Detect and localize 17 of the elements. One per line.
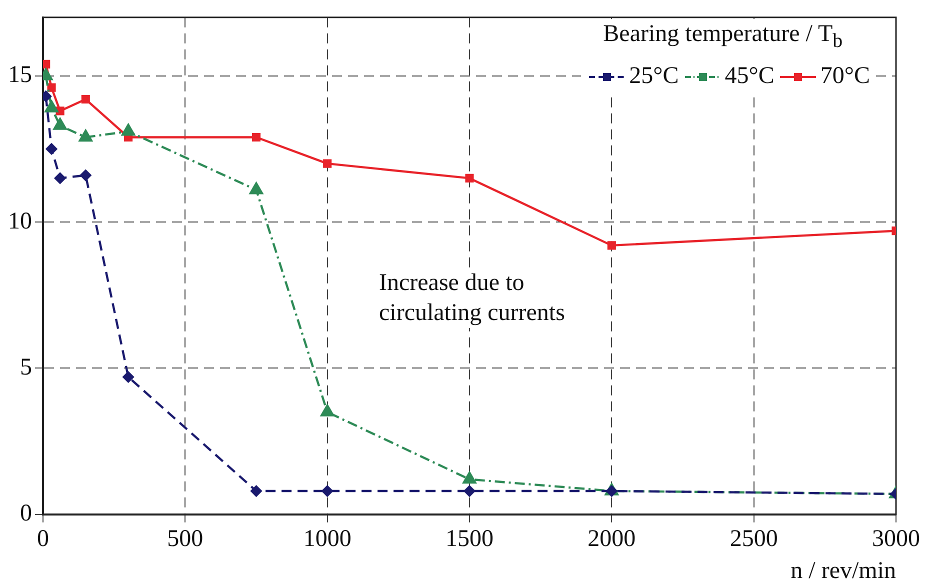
y-tick-label: 0 [20,500,32,527]
x-tick-label: 2000 [588,526,636,552]
x-tick-label: 3000 [872,526,920,552]
x-tick-label: 500 [167,526,204,552]
x-tick-label: 2500 [730,526,778,552]
legend-title: Bearing temperature / T$_{b}$ [602,21,844,54]
legend-label: 25°C [629,63,679,90]
x-tick-label: 1000 [303,526,352,552]
x-tick-label: 0 [37,526,49,552]
annotation: Increase due to circulating currents [375,268,569,328]
y-tick-label: 15 [8,62,32,88]
x-axis-title: n / rev/min [790,558,896,584]
y-tick-label: 5 [20,354,32,381]
x-tick-label: 1500 [446,526,494,552]
legend-label: 45°C [724,63,774,90]
legend-label: 70°C [820,63,870,90]
y-tick-label: 10 [8,208,32,234]
